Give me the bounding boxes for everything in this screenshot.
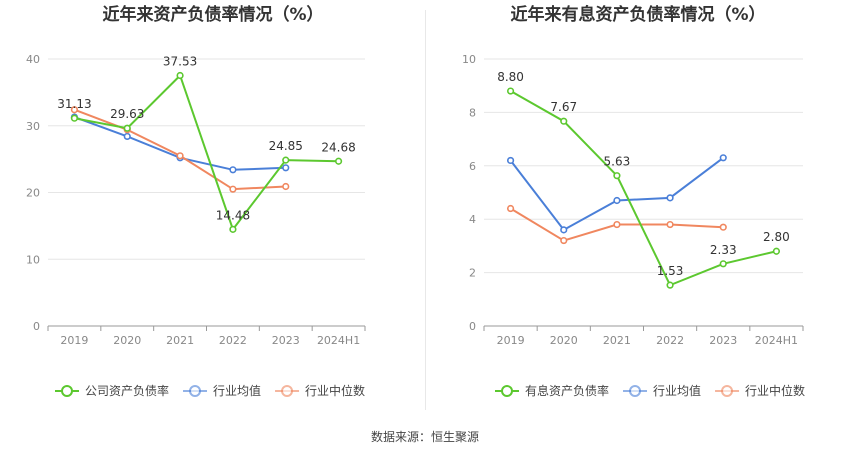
data-label: 8.80 xyxy=(497,70,524,84)
x-tick-label: 2019 xyxy=(60,334,88,347)
legend-swatch-marker xyxy=(721,385,734,397)
x-tick-label: 2020 xyxy=(550,334,578,347)
data-point[interactable] xyxy=(282,164,290,172)
legend-swatch-marker xyxy=(629,385,642,397)
y-tick-label: 6 xyxy=(469,160,476,173)
y-tick-label: 40 xyxy=(26,53,40,66)
data-point[interactable] xyxy=(123,124,131,132)
x-tick-label: 2023 xyxy=(709,334,737,347)
legend-swatch-marker xyxy=(501,385,513,397)
data-point[interactable] xyxy=(176,71,184,80)
debt-ratio-chart: 近年来资产负债率情况（%） 0 10 20 30 40 2019 2020 2021 2022 20… xyxy=(26,4,366,398)
x-tick-label: 2021 xyxy=(166,334,194,347)
data-point[interactable] xyxy=(666,194,674,202)
data-point[interactable] xyxy=(282,156,290,164)
data-point[interactable] xyxy=(613,220,621,229)
legend-label: 有息资产负债率 xyxy=(525,383,609,398)
y-tick-label: 0 xyxy=(469,320,476,333)
legend-swatch-marker xyxy=(61,385,73,397)
x-tick-label: 2019 xyxy=(497,334,525,347)
data-point[interactable] xyxy=(666,220,674,229)
legend-label: 行业中位数 xyxy=(305,383,365,398)
data-label: 31.13 xyxy=(57,97,91,111)
data-point[interactable] xyxy=(229,225,237,233)
y-tick-label: 8 xyxy=(469,106,476,119)
y-tick-label: 0 xyxy=(33,320,40,333)
legend-swatch-marker xyxy=(189,385,202,397)
data-point[interactable] xyxy=(719,223,727,231)
data-point[interactable] xyxy=(772,247,781,255)
legend-label: 行业均值 xyxy=(653,383,701,398)
x-tick-label: 2024H1 xyxy=(317,334,360,347)
legend-label: 行业均值 xyxy=(213,383,261,398)
data-label: 2.33 xyxy=(710,243,737,257)
source-label: 数据来源： xyxy=(370,430,431,444)
y-tick-label: 20 xyxy=(26,187,40,200)
x-tick-label: 2020 xyxy=(113,334,141,347)
chart-panel-debt-ratio: 近年来资产负债率情况（%） 0 10 20 30 40 2019 2020 2021 2022 20… xyxy=(0,0,425,420)
chart-title: 近年来有息资产负债率情况（%） xyxy=(510,4,765,25)
data-point[interactable] xyxy=(666,281,674,289)
data-point[interactable] xyxy=(613,172,621,180)
data-label: 24.85 xyxy=(269,139,303,153)
x-tick-label: 2021 xyxy=(603,334,631,347)
legend-item-2[interactable]: 行业中位数 xyxy=(275,383,365,398)
y-tick-label: 4 xyxy=(469,213,476,226)
data-label: 24.68 xyxy=(321,140,355,154)
data-point[interactable] xyxy=(506,87,515,95)
series-line-2 xyxy=(74,108,286,191)
data-point[interactable] xyxy=(719,260,727,268)
data-label: 7.67 xyxy=(550,100,577,114)
legend-item-1[interactable]: 行业均值 xyxy=(183,383,261,398)
series-line-0 xyxy=(510,90,777,287)
legend-swatch-marker xyxy=(281,385,294,397)
x-tick-label: 2022 xyxy=(219,334,247,347)
data-point[interactable] xyxy=(560,226,568,234)
data-point[interactable] xyxy=(282,182,290,191)
data-point[interactable] xyxy=(506,156,515,165)
chart-panel-interest-debt-ratio: 近年来有息资产负债率情况（%） 0 2 4 6 8 10 2019 2020 2021 2022 20… xyxy=(425,0,850,420)
x-tick-label: 2022 xyxy=(656,334,684,347)
data-point[interactable] xyxy=(70,106,79,114)
data-source-footer: 数据来源：恒生聚源 xyxy=(0,428,850,445)
data-point[interactable] xyxy=(334,157,343,165)
legend-label: 公司资产负债率 xyxy=(85,383,169,398)
data-point[interactable] xyxy=(70,114,79,122)
data-label: 29.63 xyxy=(110,107,144,121)
data-point[interactable] xyxy=(560,117,568,125)
chart-title: 近年来资产负债率情况（%） xyxy=(102,4,323,25)
y-tick-label: 30 xyxy=(26,120,40,133)
data-point[interactable] xyxy=(506,204,515,213)
legend-item-1[interactable]: 行业均值 xyxy=(623,383,701,398)
legend-item-0[interactable]: 公司资产负债率 xyxy=(55,383,169,398)
data-point[interactable] xyxy=(123,132,131,141)
data-point[interactable] xyxy=(719,154,727,162)
y-tick-label: 2 xyxy=(469,267,476,280)
legend-item-0[interactable]: 有息资产负债率 xyxy=(495,383,609,398)
data-point[interactable] xyxy=(176,152,184,160)
data-point[interactable] xyxy=(229,185,237,193)
legend-label: 行业中位数 xyxy=(745,383,805,398)
source-name: 恒生聚源 xyxy=(431,430,480,444)
data-label: 14.48 xyxy=(216,208,250,222)
data-point[interactable] xyxy=(229,166,237,174)
x-tick-label: 2024H1 xyxy=(755,334,798,347)
series-line-0 xyxy=(74,73,339,232)
data-label: 1.53 xyxy=(657,264,684,278)
data-label: 2.80 xyxy=(763,230,790,244)
data-point[interactable] xyxy=(613,196,621,205)
legend-item-2[interactable]: 行业中位数 xyxy=(715,383,805,398)
data-label: 37.53 xyxy=(163,54,197,68)
interest-debt-ratio-chart: 近年来有息资产负债率情况（%） 0 2 4 6 8 10 2019 2020 2021 2022 20… xyxy=(462,4,805,398)
data-point[interactable] xyxy=(560,236,568,245)
x-tick-label: 2023 xyxy=(272,334,300,347)
y-tick-label: 10 xyxy=(26,253,40,266)
y-tick-label: 10 xyxy=(462,53,476,66)
data-label: 5.63 xyxy=(604,155,631,169)
panel-divider xyxy=(425,10,426,410)
